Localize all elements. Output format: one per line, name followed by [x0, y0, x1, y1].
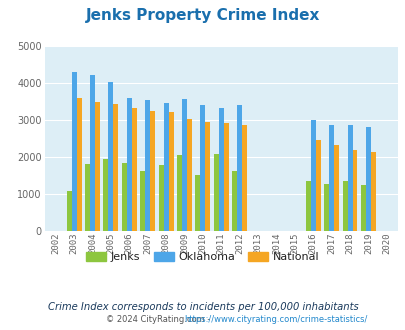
Bar: [95, 102, 100, 231]
Bar: [195, 175, 200, 231]
Bar: [177, 155, 181, 231]
Bar: [181, 99, 186, 231]
Text: © 2024 CityRating.com -: © 2024 CityRating.com -: [105, 315, 212, 324]
Bar: [90, 75, 95, 231]
Text: https://www.cityrating.com/crime-statistics/: https://www.cityrating.com/crime-statist…: [184, 315, 367, 324]
Bar: [218, 108, 223, 231]
Bar: [85, 164, 90, 231]
Bar: [241, 124, 247, 231]
Bar: [140, 171, 145, 231]
Bar: [237, 105, 241, 231]
Bar: [145, 100, 150, 231]
Bar: [103, 158, 108, 231]
Bar: [324, 184, 328, 231]
Legend: Jenks, Oklahoma, National: Jenks, Oklahoma, National: [82, 248, 323, 267]
Bar: [232, 171, 237, 231]
Bar: [66, 191, 71, 231]
Bar: [163, 103, 168, 231]
Bar: [108, 82, 113, 231]
Bar: [328, 125, 333, 231]
Bar: [186, 119, 192, 231]
Bar: [150, 111, 155, 231]
Bar: [77, 98, 81, 231]
Bar: [71, 72, 77, 231]
Text: Jenks Property Crime Index: Jenks Property Crime Index: [85, 8, 320, 23]
Bar: [205, 121, 210, 231]
Bar: [365, 127, 370, 231]
Bar: [342, 181, 347, 231]
Bar: [352, 150, 357, 231]
Bar: [360, 185, 365, 231]
Bar: [158, 165, 163, 231]
Bar: [168, 112, 173, 231]
Bar: [315, 141, 320, 231]
Bar: [122, 163, 126, 231]
Bar: [132, 108, 136, 231]
Bar: [370, 152, 375, 231]
Bar: [310, 120, 315, 231]
Bar: [113, 104, 118, 231]
Text: Crime Index corresponds to incidents per 100,000 inhabitants: Crime Index corresponds to incidents per…: [47, 302, 358, 312]
Bar: [223, 123, 228, 231]
Bar: [200, 105, 205, 231]
Bar: [333, 145, 338, 231]
Bar: [347, 125, 352, 231]
Bar: [305, 182, 310, 231]
Bar: [126, 98, 132, 231]
Bar: [213, 154, 218, 231]
